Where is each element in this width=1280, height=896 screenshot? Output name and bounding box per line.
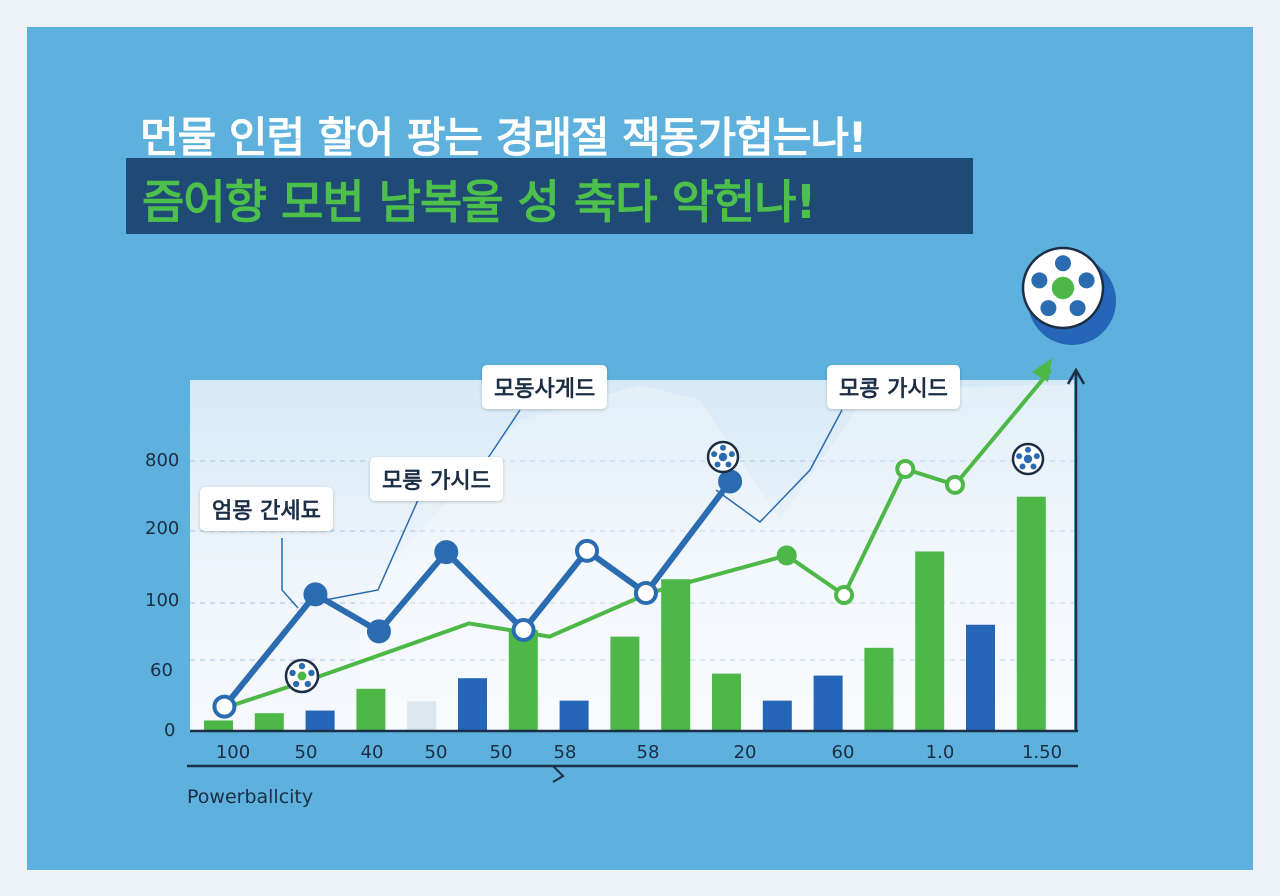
callout-label: 모콩 가시드 bbox=[827, 365, 960, 409]
x-tick-label: 50 bbox=[424, 742, 448, 763]
y-tick-label: 200 bbox=[145, 518, 180, 539]
y-tick-label: 0 bbox=[164, 720, 176, 741]
ball-patch bbox=[1031, 272, 1048, 289]
ball-patch bbox=[1078, 272, 1095, 289]
ball-patch bbox=[714, 461, 721, 468]
x-tick-label: 1.0 bbox=[925, 742, 955, 763]
bar bbox=[305, 710, 335, 731]
blue-point bbox=[633, 581, 658, 606]
ball-patch bbox=[1055, 255, 1071, 272]
x-tick-label: 50 bbox=[489, 742, 513, 763]
y-tick-label: 800 bbox=[145, 450, 180, 471]
y-tick-label: 60 bbox=[150, 660, 173, 681]
blue-point bbox=[366, 619, 391, 644]
x-tick-label: 40 bbox=[360, 742, 384, 763]
bar bbox=[407, 701, 437, 731]
green-point bbox=[834, 585, 855, 606]
ball-patch bbox=[725, 461, 732, 468]
x-tick-label: 58 bbox=[553, 742, 577, 763]
bar bbox=[458, 678, 487, 731]
callout-label: 모룽 가시드 bbox=[370, 457, 503, 501]
green-point bbox=[895, 458, 916, 479]
blue-point bbox=[212, 694, 237, 719]
ball-patch bbox=[304, 680, 312, 688]
ball-patch bbox=[1033, 453, 1040, 460]
ball-center bbox=[297, 671, 307, 681]
ball-center bbox=[718, 452, 728, 462]
title-line-1: 먼물 인럽 할어 팡는 경래절 잭동가헙는나! bbox=[140, 113, 867, 162]
x-tick-label: 50 bbox=[294, 742, 318, 763]
callout-label: 모동사게드 bbox=[482, 365, 608, 409]
bar bbox=[966, 624, 995, 731]
bar bbox=[915, 551, 945, 731]
ball-patch bbox=[1069, 300, 1086, 317]
ball-patch bbox=[1025, 446, 1031, 453]
blue-point bbox=[718, 469, 743, 494]
rule-marker-icon bbox=[552, 765, 565, 783]
bar bbox=[661, 579, 691, 731]
bar bbox=[204, 720, 233, 731]
ball-patch bbox=[1016, 453, 1023, 460]
blue-series-line bbox=[222, 479, 733, 709]
ball-patch bbox=[728, 451, 735, 458]
bar bbox=[712, 673, 741, 731]
bar bbox=[559, 700, 589, 731]
x-tick-label: 1.50 bbox=[1021, 742, 1063, 763]
callout-leader bbox=[281, 538, 299, 609]
bar bbox=[610, 636, 640, 731]
y-axis-arrow-icon bbox=[1066, 367, 1086, 385]
ball-patch bbox=[711, 451, 718, 458]
bar bbox=[813, 675, 843, 731]
ball-patch bbox=[308, 669, 315, 677]
callout-leader bbox=[715, 409, 843, 523]
bar bbox=[508, 630, 538, 731]
bar bbox=[254, 713, 284, 731]
green-point bbox=[945, 474, 965, 495]
bar bbox=[356, 688, 386, 731]
blue-point bbox=[303, 582, 328, 607]
ball-patch bbox=[292, 680, 300, 688]
ball-patch bbox=[298, 662, 306, 670]
ball-patch bbox=[1040, 300, 1057, 317]
green-arrow-icon bbox=[1032, 358, 1052, 382]
blue-point bbox=[511, 618, 536, 643]
blue-point bbox=[575, 538, 600, 563]
x-tick-label: 100 bbox=[215, 742, 251, 763]
ball-patch bbox=[1019, 463, 1026, 470]
brand-label: Powerballcity bbox=[187, 786, 314, 808]
blue-point bbox=[434, 540, 459, 565]
green-series-line bbox=[223, 368, 1053, 710]
ball-center bbox=[1023, 454, 1033, 464]
bar bbox=[864, 647, 894, 731]
green-point bbox=[776, 545, 797, 566]
x-tick-label: 20 bbox=[733, 742, 757, 763]
x-tick-label: 58 bbox=[636, 742, 660, 763]
ball-patch bbox=[720, 444, 726, 451]
y-tick-label: 100 bbox=[145, 590, 180, 611]
title-line-2-box bbox=[126, 158, 973, 234]
ball-center bbox=[1051, 276, 1075, 300]
bar bbox=[1016, 496, 1046, 731]
ball-patch bbox=[1030, 463, 1037, 470]
ball-patch bbox=[289, 669, 296, 677]
x-tick-label: 60 bbox=[831, 742, 855, 763]
bar bbox=[762, 700, 792, 731]
highlight-wedge bbox=[360, 385, 1074, 731]
callout-label: 엄몽 간세됴 bbox=[200, 487, 333, 531]
title-line-2: 즘어향 모번 남복울 성 축다 악헌나! bbox=[142, 175, 817, 229]
callout-leader bbox=[324, 499, 419, 601]
